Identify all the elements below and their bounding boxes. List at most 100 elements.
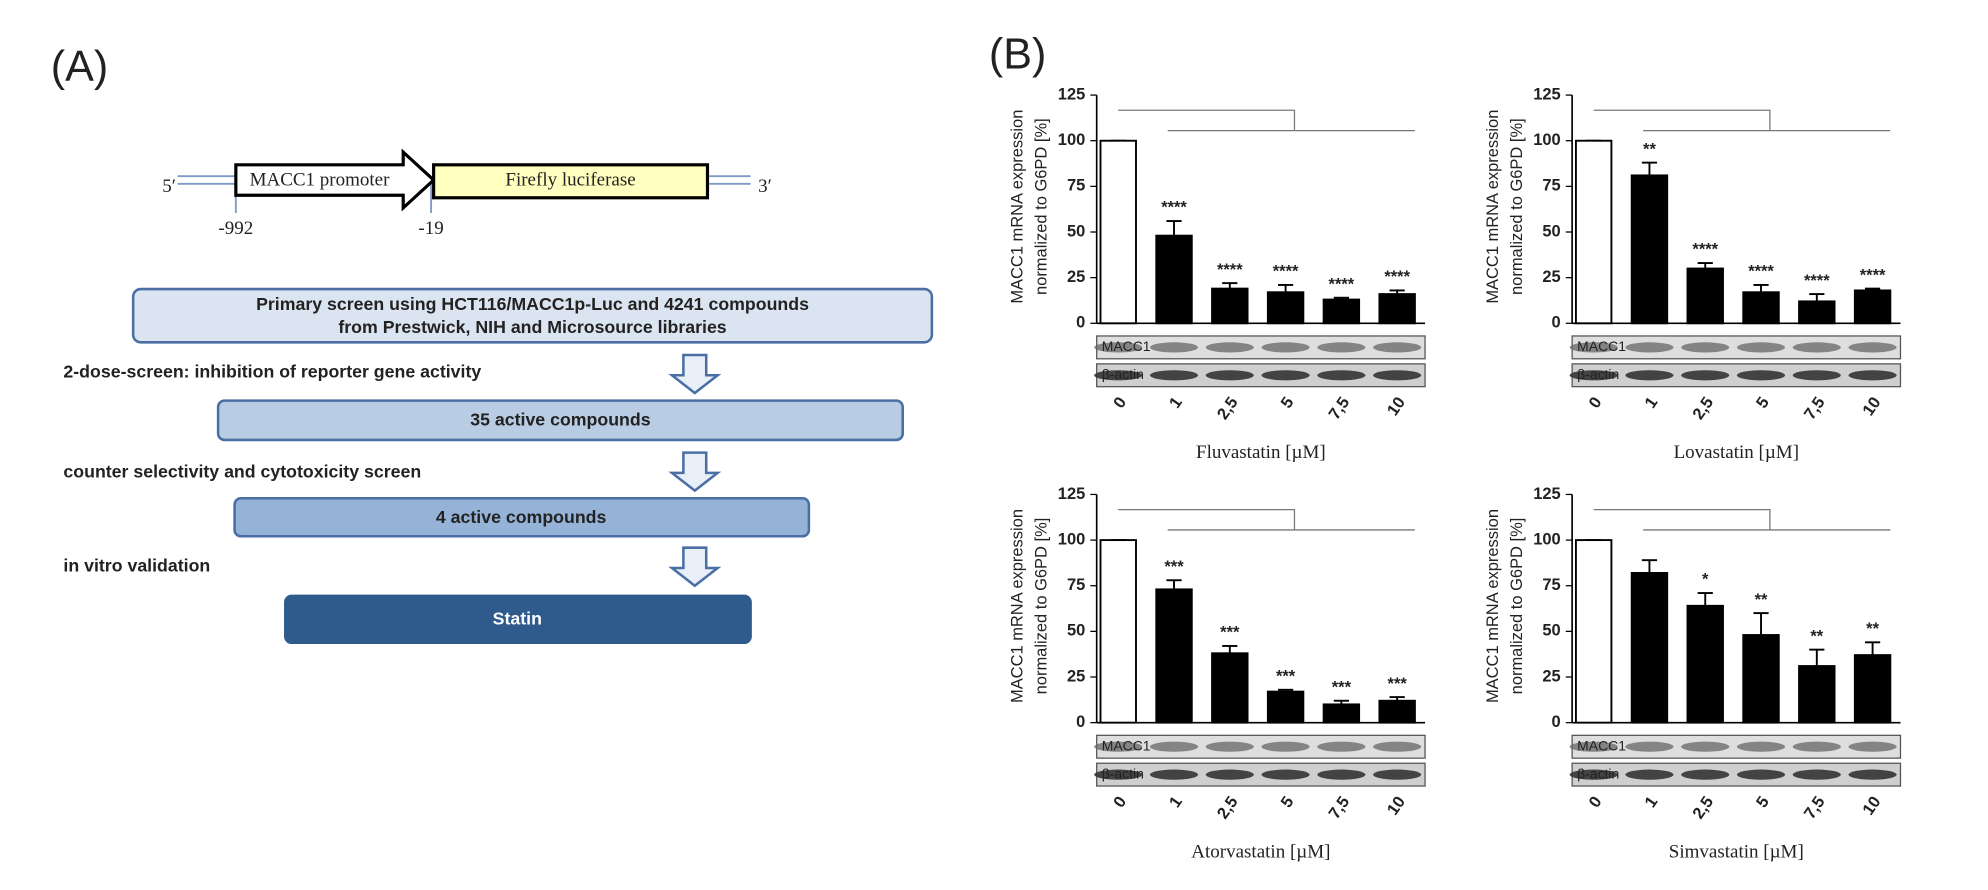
- promoter-label: MACC1 promoter: [250, 170, 391, 191]
- blot-band: [1848, 342, 1897, 353]
- comparison-bracket: [1118, 509, 1296, 530]
- y-axis-label: normalized to G6PD [%]: [1508, 518, 1526, 695]
- bar: [1574, 139, 1613, 325]
- x-tick-label: 2,5: [1214, 394, 1242, 423]
- significance-label: ****: [1161, 199, 1187, 217]
- bar: [1211, 287, 1249, 325]
- blot-band: [1792, 342, 1841, 353]
- x-tick-label: 1: [1641, 394, 1661, 412]
- y-tick-label: 0: [1552, 713, 1561, 731]
- panel-label: (B): [989, 30, 1046, 78]
- significance-label: ****: [1329, 275, 1355, 293]
- box-text: Statin: [493, 609, 542, 629]
- blot-band: [1373, 370, 1422, 381]
- blot-band: [1625, 342, 1674, 353]
- blot-band: [1149, 769, 1199, 780]
- blot-band: [1736, 370, 1786, 381]
- blot-band: [1569, 370, 1618, 381]
- blot-band: [1373, 741, 1422, 752]
- blot-band: [1681, 370, 1730, 381]
- blot-band: [1205, 342, 1254, 353]
- significance-label: ****: [1217, 261, 1243, 279]
- reporter-label: Firefly luciferase: [505, 170, 635, 191]
- x-tick-label: 7,5: [1325, 394, 1353, 423]
- flow-arrows: [668, 353, 722, 588]
- y-axis-label: MACC1 mRNA expression: [1484, 509, 1502, 703]
- bar: [1378, 699, 1416, 724]
- y-tick-label: 125: [1533, 85, 1560, 103]
- flow-box: [216, 399, 904, 442]
- x-tick-label: 10: [1384, 793, 1409, 818]
- panel-label: (A): [51, 43, 108, 91]
- y-tick-label: 25: [1067, 667, 1085, 685]
- bar: [1798, 300, 1836, 325]
- bar: [1378, 293, 1416, 325]
- x-tick-label: 7,5: [1801, 793, 1829, 822]
- significance-label: ****: [1384, 268, 1410, 286]
- x-tick-label: 10: [1384, 394, 1409, 419]
- promoter-arrow: [234, 148, 436, 212]
- blot-label: β-actin: [1102, 366, 1144, 382]
- y-tick-label: 50: [1542, 222, 1560, 240]
- position-label: -19: [418, 218, 443, 239]
- x-tick-label: 5: [1278, 394, 1298, 412]
- blot-band: [1094, 342, 1143, 353]
- bar: [1742, 634, 1780, 724]
- y-tick-label: 100: [1058, 530, 1085, 548]
- x-tick-label: 7,5: [1801, 394, 1829, 423]
- blot-band: [1205, 769, 1254, 780]
- bar: [1686, 267, 1724, 325]
- blot-band: [1569, 769, 1618, 780]
- x-tick-label: 1: [1166, 394, 1186, 412]
- x-tick-label: 5: [1753, 394, 1773, 412]
- bar: [1853, 289, 1892, 325]
- box-text: from Prestwick, NIH and Microsource libr…: [338, 317, 726, 337]
- y-axis-label: MACC1 mRNA expression: [1008, 110, 1026, 304]
- x-tick-label: 5: [1278, 793, 1298, 811]
- y-tick-label: 125: [1058, 85, 1085, 103]
- y-axis-label: MACC1 mRNA expression: [1008, 509, 1026, 703]
- x-tick-label: 10: [1859, 793, 1884, 818]
- significance-label: **: [1643, 140, 1656, 158]
- blot-band: [1149, 370, 1199, 381]
- blot-band: [1317, 342, 1366, 353]
- blot-label: β-actin: [1577, 765, 1619, 781]
- blot-band: [1625, 769, 1674, 780]
- x-tick-label: 5: [1753, 793, 1773, 811]
- x-tick-label: 2,5: [1689, 394, 1717, 423]
- blot-band: [1149, 342, 1199, 353]
- x-tick-label: 0: [1586, 394, 1606, 412]
- y-tick-label: 25: [1542, 667, 1560, 685]
- bar: [1574, 539, 1613, 724]
- y-tick-label: 75: [1542, 177, 1560, 195]
- bar: [1155, 234, 1193, 325]
- blot-band: [1848, 741, 1897, 752]
- blot-band: [1373, 342, 1422, 353]
- y-tick-label: 125: [1058, 485, 1085, 503]
- significance-label: ***: [1332, 678, 1352, 696]
- blot-label: MACC1: [1102, 737, 1151, 753]
- significance-label: ****: [1860, 266, 1886, 284]
- blot-band: [1317, 370, 1366, 381]
- blot-band: [1848, 769, 1897, 780]
- bar: [1211, 652, 1249, 724]
- significance-label: ****: [1273, 263, 1299, 281]
- y-axis-label: MACC1 mRNA expression: [1484, 110, 1502, 304]
- x-tick-label: 1: [1166, 793, 1186, 811]
- y-tick-label: 75: [1067, 177, 1085, 195]
- bar: [1266, 291, 1305, 325]
- blot-band: [1569, 342, 1618, 353]
- blot-label: β-actin: [1577, 366, 1619, 382]
- flow-box: [233, 496, 811, 538]
- x-axis-label: Lovastatin [µM]: [1674, 442, 1799, 463]
- blot-band: [1261, 342, 1310, 353]
- x-tick-label: 0: [1586, 793, 1606, 811]
- blot-band: [1261, 769, 1310, 780]
- significance-label: **: [1866, 620, 1879, 638]
- bar: [1155, 588, 1193, 724]
- blot-band: [1681, 342, 1730, 353]
- y-tick-label: 125: [1533, 485, 1560, 503]
- y-tick-label: 75: [1542, 576, 1560, 594]
- blot-band: [1681, 769, 1730, 780]
